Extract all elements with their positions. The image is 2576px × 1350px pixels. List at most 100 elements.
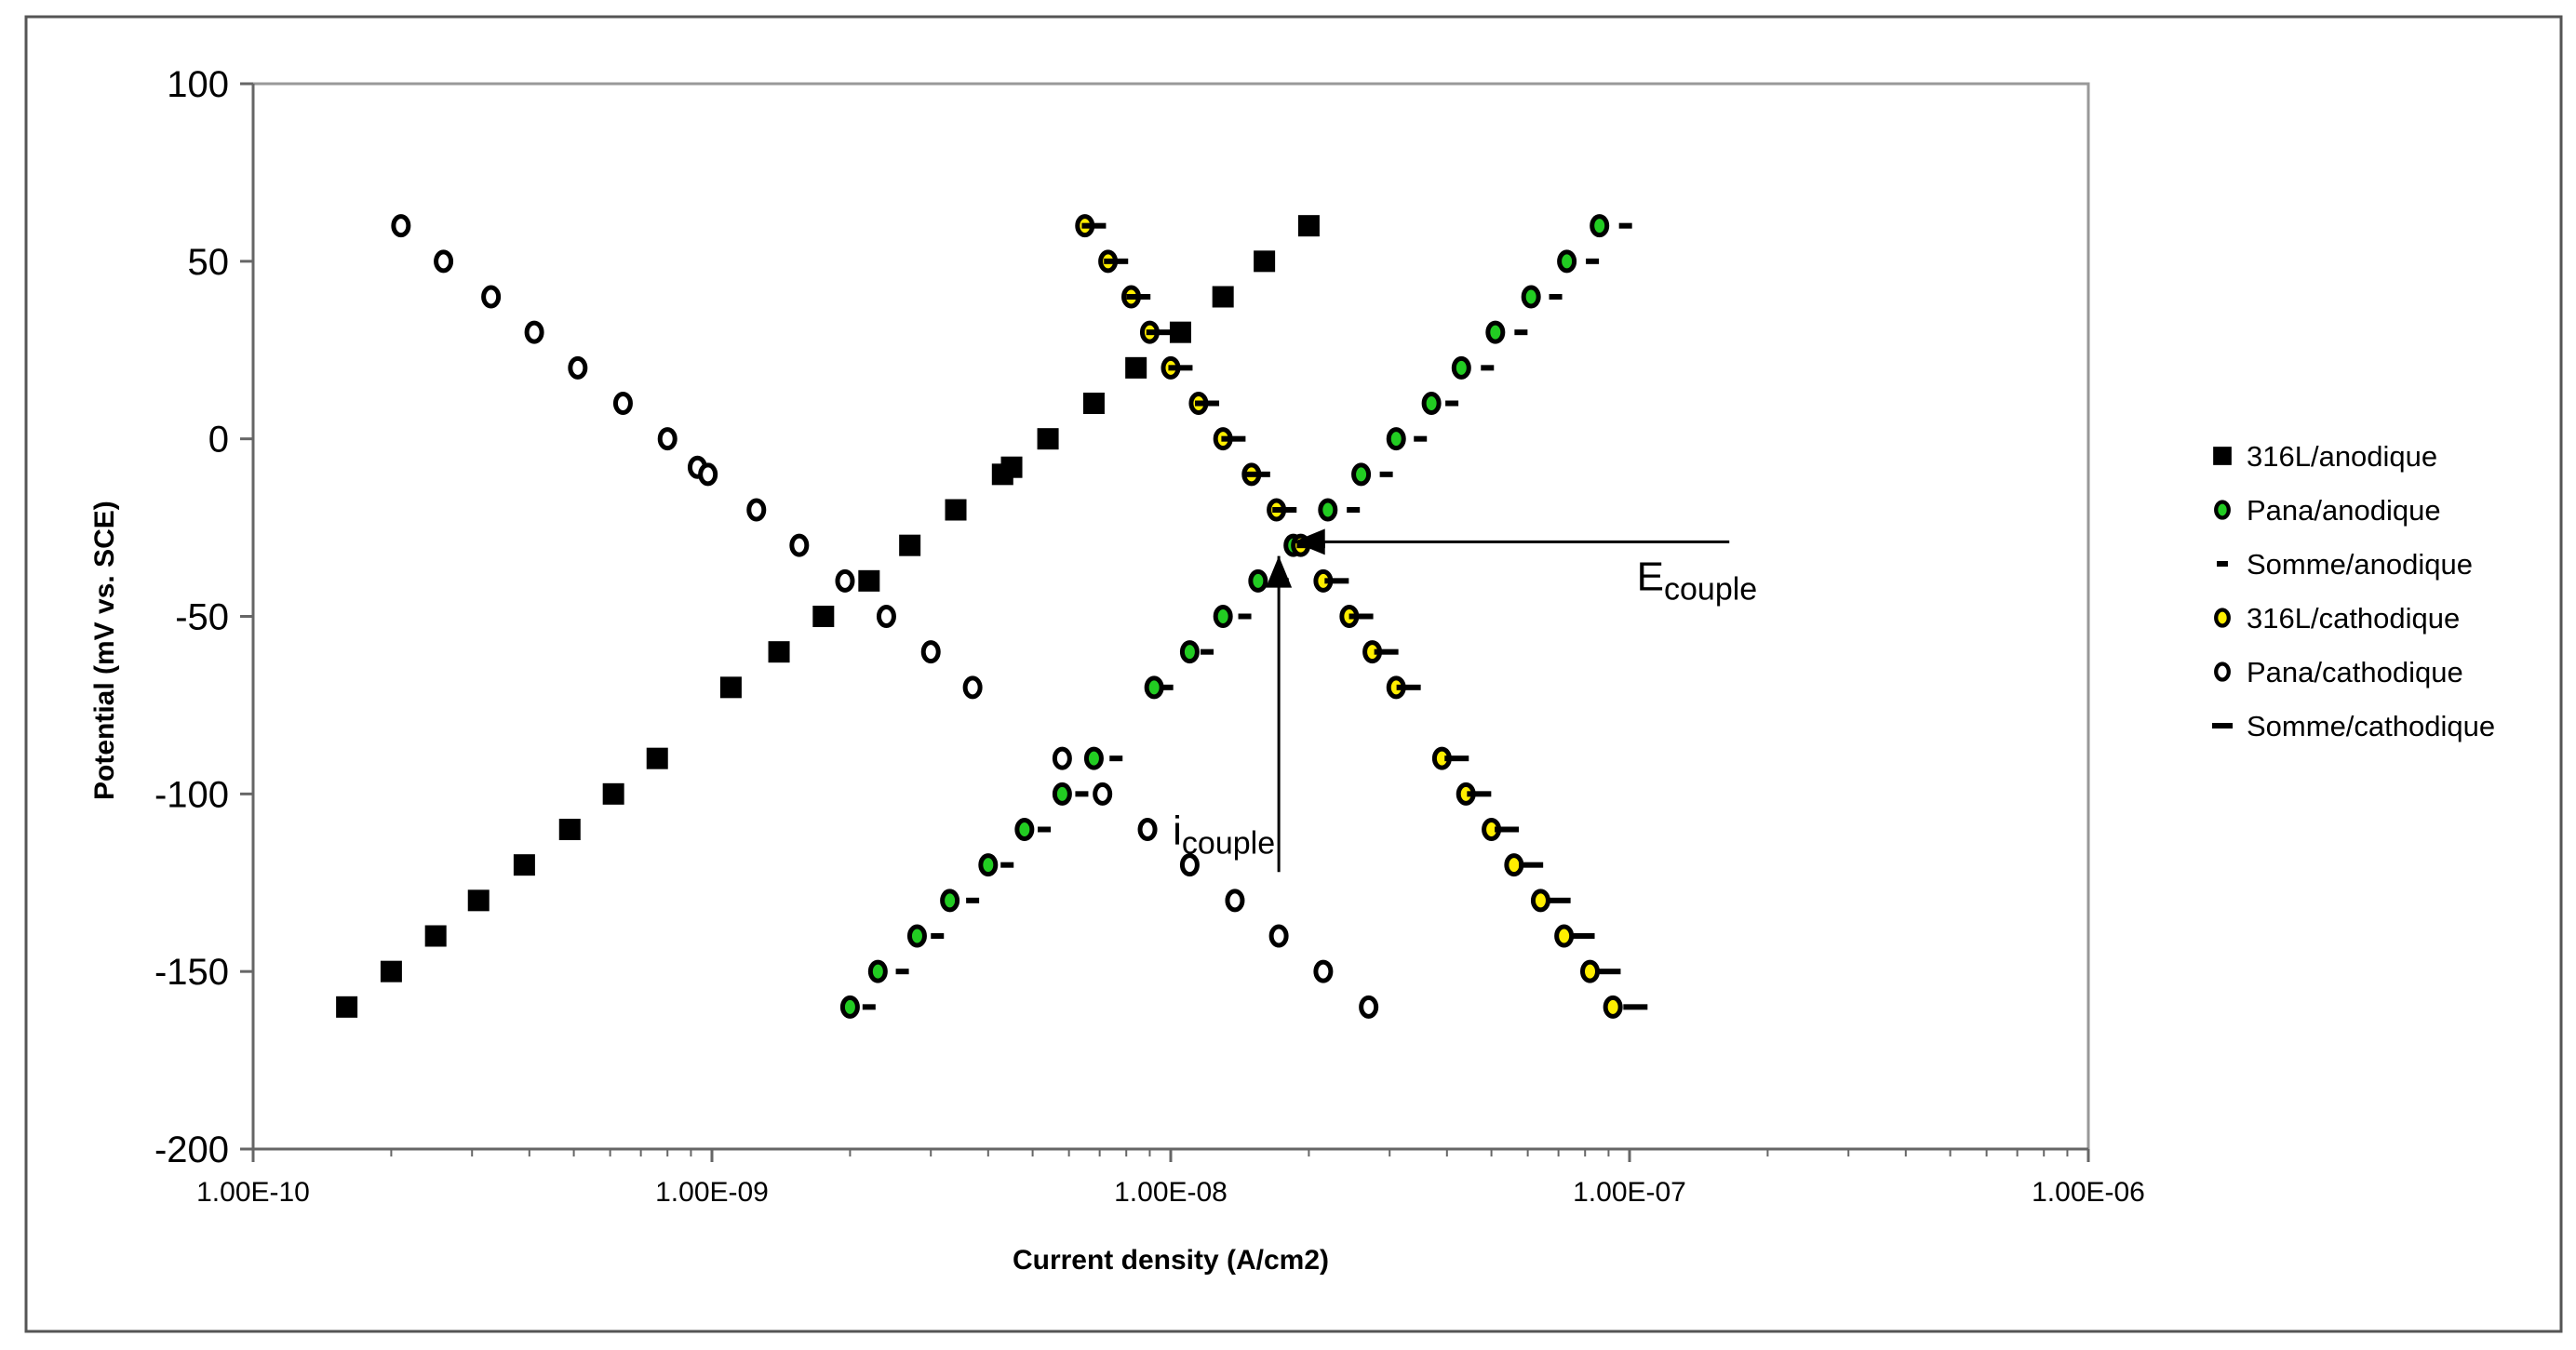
data-point	[1521, 285, 1541, 309]
legend-marker	[2214, 662, 2231, 682]
data-point	[1485, 320, 1506, 344]
data-point	[380, 960, 402, 982]
data-point	[1038, 826, 1052, 833]
data-point	[1618, 222, 1632, 229]
data-point	[1359, 995, 1379, 1019]
data-point	[978, 853, 999, 877]
data-point	[1347, 507, 1361, 513]
legend-label: Pana/anodique	[2247, 494, 2441, 527]
data-point	[906, 924, 927, 948]
data-point	[1481, 365, 1495, 371]
ytick-label: 0	[208, 420, 229, 461]
ytick-label: 100	[167, 64, 229, 105]
legend-label: Somme/cathodique	[2247, 710, 2495, 742]
legend-marker	[2213, 447, 2232, 465]
xtick-label: 1.00E-06	[2032, 1177, 2145, 1208]
annotation-arrowhead	[1293, 528, 1325, 555]
data-point	[481, 285, 502, 309]
data-point	[812, 606, 835, 627]
data-point	[1554, 924, 1575, 948]
data-point	[513, 854, 535, 876]
data-point	[1421, 392, 1442, 415]
data-point	[1225, 889, 1245, 913]
data-point	[1125, 356, 1147, 379]
data-point	[698, 462, 718, 487]
ytick-label: -50	[175, 597, 229, 638]
data-point	[1212, 286, 1234, 308]
data-point	[1586, 258, 1600, 264]
data-point	[1169, 321, 1191, 343]
data-point	[1104, 258, 1129, 264]
data-point	[1014, 818, 1035, 841]
data-point	[1530, 889, 1550, 913]
data-point	[719, 676, 742, 699]
data-point	[1238, 613, 1252, 620]
data-point	[962, 675, 983, 700]
data-point	[1603, 995, 1623, 1019]
data-point	[657, 427, 678, 451]
data-point	[858, 569, 880, 592]
xtick-label: 1.00E-07	[1573, 1177, 1686, 1208]
data-point	[768, 641, 790, 663]
data-point	[558, 819, 581, 840]
data-point	[1195, 400, 1220, 407]
data-point	[1168, 365, 1193, 371]
data-point	[1351, 462, 1372, 487]
data-point	[1083, 746, 1104, 770]
data-point	[524, 320, 544, 344]
legend-item: Pana/anodique	[2214, 494, 2441, 527]
y-axis-title: Potential (mV vs. SCE)	[89, 501, 120, 800]
data-point	[1557, 249, 1577, 274]
annotation-arrowhead	[1266, 555, 1293, 588]
data-point	[1297, 215, 1320, 237]
data-point	[1549, 294, 1563, 300]
data-point	[434, 249, 454, 274]
data-point	[1221, 435, 1246, 442]
data-point	[1052, 746, 1072, 770]
data-point	[867, 959, 888, 983]
data-point	[945, 499, 967, 521]
data-point	[940, 889, 960, 913]
data-point	[1081, 222, 1107, 229]
data-point	[1268, 924, 1289, 948]
y-axis-title-clip: Potential (mV vs. SCE)	[89, 501, 120, 800]
legend-item: Pana/cathodique	[2214, 656, 2463, 688]
data-point	[1590, 214, 1610, 238]
ytick-label: -150	[154, 952, 229, 993]
legend-marker	[2214, 500, 2231, 520]
data-point	[1445, 400, 1459, 407]
data-point	[1179, 640, 1200, 664]
data-point	[1160, 684, 1174, 690]
xtick-label: 1.00E-09	[655, 1177, 769, 1208]
data-point	[1126, 294, 1151, 300]
data-point	[467, 889, 490, 912]
data-point	[1052, 782, 1072, 806]
data-point	[1144, 675, 1164, 700]
annotation-label: icouple	[1173, 808, 1275, 861]
data-point	[1037, 428, 1059, 450]
data-point	[1075, 791, 1089, 797]
data-point	[568, 355, 588, 380]
data-point	[612, 392, 633, 415]
legend-item: 316L/anodique	[2213, 440, 2437, 473]
data-point	[789, 533, 810, 557]
legend-label: 316L/cathodique	[2247, 602, 2460, 635]
data-point	[966, 897, 980, 903]
data-point	[1414, 435, 1428, 442]
legend-item: Somme/anodique	[2217, 548, 2473, 581]
data-point	[1109, 755, 1123, 762]
legend: 316L/anodique Pana/anodique Somme/anodique…	[2211, 440, 2495, 742]
data-point	[1396, 684, 1421, 690]
data-point	[646, 747, 668, 769]
ytick-label: -100	[154, 774, 229, 815]
data-point	[1514, 329, 1528, 336]
legend-marker	[2217, 561, 2228, 567]
data-point	[862, 1004, 876, 1010]
data-point	[1374, 648, 1399, 655]
annotation-label: Ecouple	[1637, 554, 1758, 607]
data-point	[920, 640, 941, 664]
plot-area	[251, 82, 2090, 1151]
data-point	[1386, 427, 1406, 451]
data-point	[1467, 791, 1492, 797]
legend-label: Somme/anodique	[2247, 548, 2473, 581]
